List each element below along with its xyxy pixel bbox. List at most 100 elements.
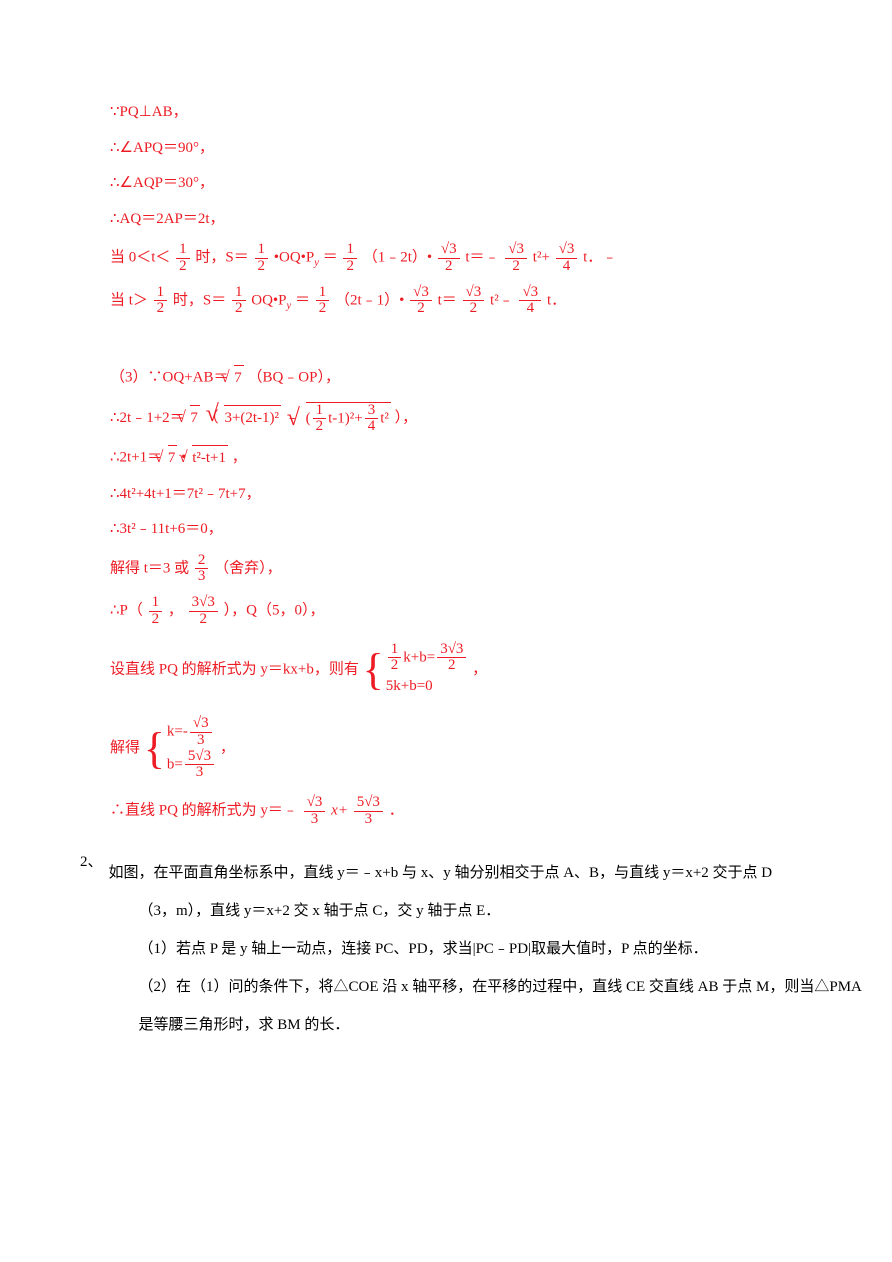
- t: OQ•P: [251, 292, 286, 308]
- t: ∴∠AQP＝30°，: [110, 175, 214, 191]
- t: ∴P（: [110, 603, 143, 619]
- t: 解得: [110, 740, 140, 756]
- f: 3√32: [437, 642, 466, 675]
- t: ∴3t²﹣11t+6＝0，: [110, 521, 223, 537]
- sol-line-5: 当 0＜t＜ 1 2 时，S＝ 1 2 •OQ•Py ＝ 1 2 （1﹣2t）•…: [110, 242, 892, 275]
- t: ，: [472, 661, 487, 677]
- frac-s3-4: √3 4: [556, 242, 578, 275]
- sqrt7b: 7: [188, 405, 200, 432]
- t: ∴AQ＝2AP＝2t，: [110, 211, 225, 227]
- frac-s3-2b: √3 2: [505, 242, 527, 275]
- sol3-l7: 设直线 PQ 的解析式为 y＝kx+b，则有 { 12k+b=3√32 5k+b…: [110, 638, 892, 703]
- t: 解得 t＝3 或: [110, 560, 189, 576]
- sqrt7: 7: [232, 365, 244, 392]
- t: t．: [547, 292, 566, 308]
- frac-half-6: 1 2: [316, 285, 330, 318]
- sol3-l2: ∴2t+1＝ 7 • t²-t+1 ，: [110, 445, 892, 472]
- t: 时，S＝: [173, 292, 226, 308]
- sol3-l9: ∴直线 PQ 的解析式为 y＝﹣ √33 x+ 5√33 ．: [110, 795, 892, 828]
- t: t²+: [533, 250, 550, 266]
- t: ＝: [323, 250, 338, 266]
- sol3-l8: 解得 { k=-√33 b=5√33 ，: [110, 712, 892, 785]
- f: 5√33: [185, 749, 214, 782]
- system-2: { k=-√33 b=5√33: [144, 716, 216, 781]
- sol3-l1: ∴2t﹣1+2＝ 7 （ 3+(2t-1)² ﹣ (12t-1)²+34t² ）…: [110, 402, 892, 436]
- q2-l3: （1）若点 P 是 y 轴上一动点，连接 PC、PD，求当|PC﹣PD|取最大值…: [109, 934, 892, 964]
- frac-half-5: 1 2: [232, 285, 246, 318]
- f23: 2 3: [195, 553, 209, 586]
- q2-l4: （2）在（1）问的条件下，将△COE 沿 x 轴平移，在平移的过程中，直线 CE…: [109, 972, 892, 1002]
- brace-icon: {: [144, 729, 165, 769]
- t: （BQ﹣OP），: [247, 370, 340, 386]
- t: •OQ•P: [274, 250, 315, 266]
- sol-line-4: ∴AQ＝2AP＝2t，: [110, 207, 892, 233]
- sol3-l4: ∴3t²﹣11t+6＝0，: [110, 517, 892, 543]
- sol-line-2: ∴∠APQ＝90°，: [110, 136, 892, 162]
- t: （舍弃），: [214, 560, 282, 576]
- t: ＝: [295, 292, 310, 308]
- sol3-l5: 解得 t＝3 或 2 3 （舍弃），: [110, 553, 892, 586]
- frac-half-3: 1 2: [343, 242, 357, 275]
- t: ∴2t﹣1+2＝: [110, 410, 185, 426]
- t: （1﹣2t）•: [363, 250, 432, 266]
- sol-line-1: ∵PQ⊥AB，: [110, 100, 892, 126]
- t: 设直线 PQ 的解析式为 y＝kx+b，则有: [110, 661, 359, 677]
- sys2-row1: k=-√33: [167, 716, 216, 749]
- t: ，: [232, 450, 247, 466]
- sqrt7c: 7: [166, 445, 178, 472]
- t: x+: [331, 803, 348, 819]
- f: 5√33: [354, 795, 383, 828]
- sub-y2: y: [287, 300, 292, 311]
- frac-half-4: 1 2: [154, 285, 168, 318]
- frac-s3-2d: √3 2: [463, 285, 485, 318]
- t: t²﹣: [490, 292, 514, 308]
- t: ∴∠APQ＝90°，: [110, 140, 214, 156]
- t: t＝﹣: [465, 250, 499, 266]
- t: ．: [389, 803, 404, 819]
- t: （2t﹣1）•: [335, 292, 404, 308]
- q2-l2: （3，m），直线 y＝x+2 交 x 轴于点 C，交 y 轴于点 E．: [109, 896, 892, 926]
- f: 12: [388, 642, 402, 675]
- t: （3）∵OQ+AB＝: [110, 370, 228, 386]
- question-2: 2、 如图，在平面直角坐标系中，直线 y＝﹣x+b 与 x、y 轴分别相交于点 …: [80, 850, 892, 1048]
- t: 当 0＜t＜: [110, 250, 170, 266]
- sol-line-3: ∴∠AQP＝30°，: [110, 171, 892, 197]
- system-1: { 12k+b=3√32 5k+b=0: [363, 642, 469, 699]
- t: ，: [220, 740, 235, 756]
- f: √33: [304, 795, 326, 828]
- sol-line-6: 当 t＞ 1 2 时，S＝ 1 2 OQ•Py ＝ 1 2 （2t﹣1）• √3…: [110, 285, 892, 318]
- t: 时，S＝: [195, 250, 248, 266]
- f: 34: [365, 403, 379, 436]
- t: ），Q（5，0），: [224, 603, 325, 619]
- sqrt-r: t²-t+1: [190, 445, 228, 472]
- frac-half-2: 1 2: [255, 242, 269, 275]
- t: ），: [395, 410, 418, 426]
- t: t．﹣: [583, 250, 617, 266]
- sol3-l0: （3）∵OQ+AB＝ 7 （BQ﹣OP），: [110, 365, 892, 392]
- f3s32: 3√3 2: [189, 595, 218, 628]
- t: ，: [168, 603, 183, 619]
- sys2-row2: b=5√33: [167, 749, 216, 782]
- t: 当 t＞: [110, 292, 148, 308]
- t: ∴直线 PQ 的解析式为 y＝﹣: [110, 803, 298, 819]
- f12: 1 2: [149, 595, 163, 628]
- sub-y: y: [314, 258, 319, 269]
- f: 12: [313, 403, 327, 436]
- brace-icon: {: [363, 650, 384, 690]
- frac-s3-4b: √3 4: [519, 285, 541, 318]
- sol3-l6: ∴P（ 1 2 ， 3√3 2 ），Q（5，0），: [110, 595, 892, 628]
- frac-s3-2c: √3 2: [410, 285, 432, 318]
- sqrt-big1: 3+(2t-1)²: [222, 405, 281, 432]
- q2-body: 如图，在平面直角坐标系中，直线 y＝﹣x+b 与 x、y 轴分别相交于点 A、B…: [109, 850, 892, 1048]
- sol3-l3: ∴4t²+4t+1＝7t²﹣7t+7，: [110, 482, 892, 508]
- t: ∵PQ⊥AB，: [110, 104, 188, 120]
- q2-label: 2、: [80, 850, 103, 876]
- sqrt-big2: (12t-1)²+34t²: [304, 402, 391, 436]
- sys-row1: 12k+b=3√32: [386, 642, 469, 675]
- sys-row2: 5k+b=0: [386, 674, 469, 698]
- t: ∴4t²+4t+1＝7t²﹣7t+7，: [110, 486, 261, 502]
- q2-l5: 是等腰三角形时，求 BM 的长．: [109, 1010, 892, 1040]
- frac-half: 1 2: [176, 242, 190, 275]
- t: t＝: [438, 292, 457, 308]
- frac-s3-2: √3 2: [438, 242, 460, 275]
